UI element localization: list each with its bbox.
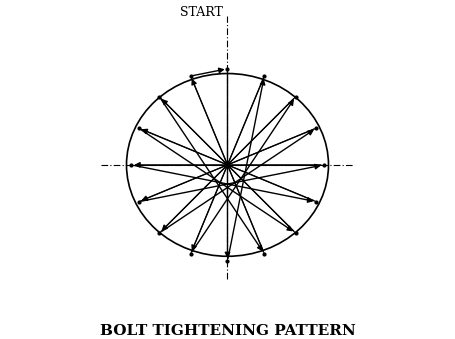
Text: BOLT TIGHTENING PATTERN: BOLT TIGHTENING PATTERN [100, 324, 355, 338]
Text: START: START [180, 6, 222, 19]
